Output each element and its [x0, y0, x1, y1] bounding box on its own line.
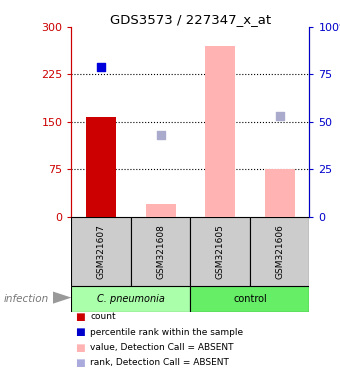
Text: rank, Detection Call = ABSENT: rank, Detection Call = ABSENT — [90, 358, 229, 367]
Text: GSM321606: GSM321606 — [275, 224, 284, 279]
Bar — [265, 169, 294, 217]
Text: C. pneumonia: C. pneumonia — [97, 294, 165, 304]
Text: count: count — [90, 312, 116, 321]
Text: GSM321607: GSM321607 — [97, 224, 106, 279]
Text: ■: ■ — [75, 327, 85, 337]
Text: GSM321605: GSM321605 — [216, 224, 225, 279]
Text: percentile rank within the sample: percentile rank within the sample — [90, 328, 243, 337]
Point — [99, 64, 104, 70]
Bar — [205, 46, 235, 217]
Text: GSM321608: GSM321608 — [156, 224, 165, 279]
Title: GDS3573 / 227347_x_at: GDS3573 / 227347_x_at — [110, 13, 271, 26]
Bar — [190, 217, 250, 286]
Bar — [146, 204, 175, 217]
Text: ■: ■ — [75, 343, 85, 353]
Bar — [250, 217, 309, 286]
Text: value, Detection Call = ABSENT: value, Detection Call = ABSENT — [90, 343, 234, 352]
Polygon shape — [53, 291, 71, 304]
Text: ■: ■ — [75, 312, 85, 322]
Text: control: control — [233, 294, 267, 304]
Bar — [71, 217, 131, 286]
Point — [277, 113, 282, 119]
Bar — [71, 286, 190, 312]
Text: ■: ■ — [75, 358, 85, 368]
Bar — [131, 217, 190, 286]
Bar — [190, 286, 309, 312]
Point — [158, 131, 163, 138]
Text: infection: infection — [3, 294, 49, 304]
Bar — [86, 118, 116, 217]
